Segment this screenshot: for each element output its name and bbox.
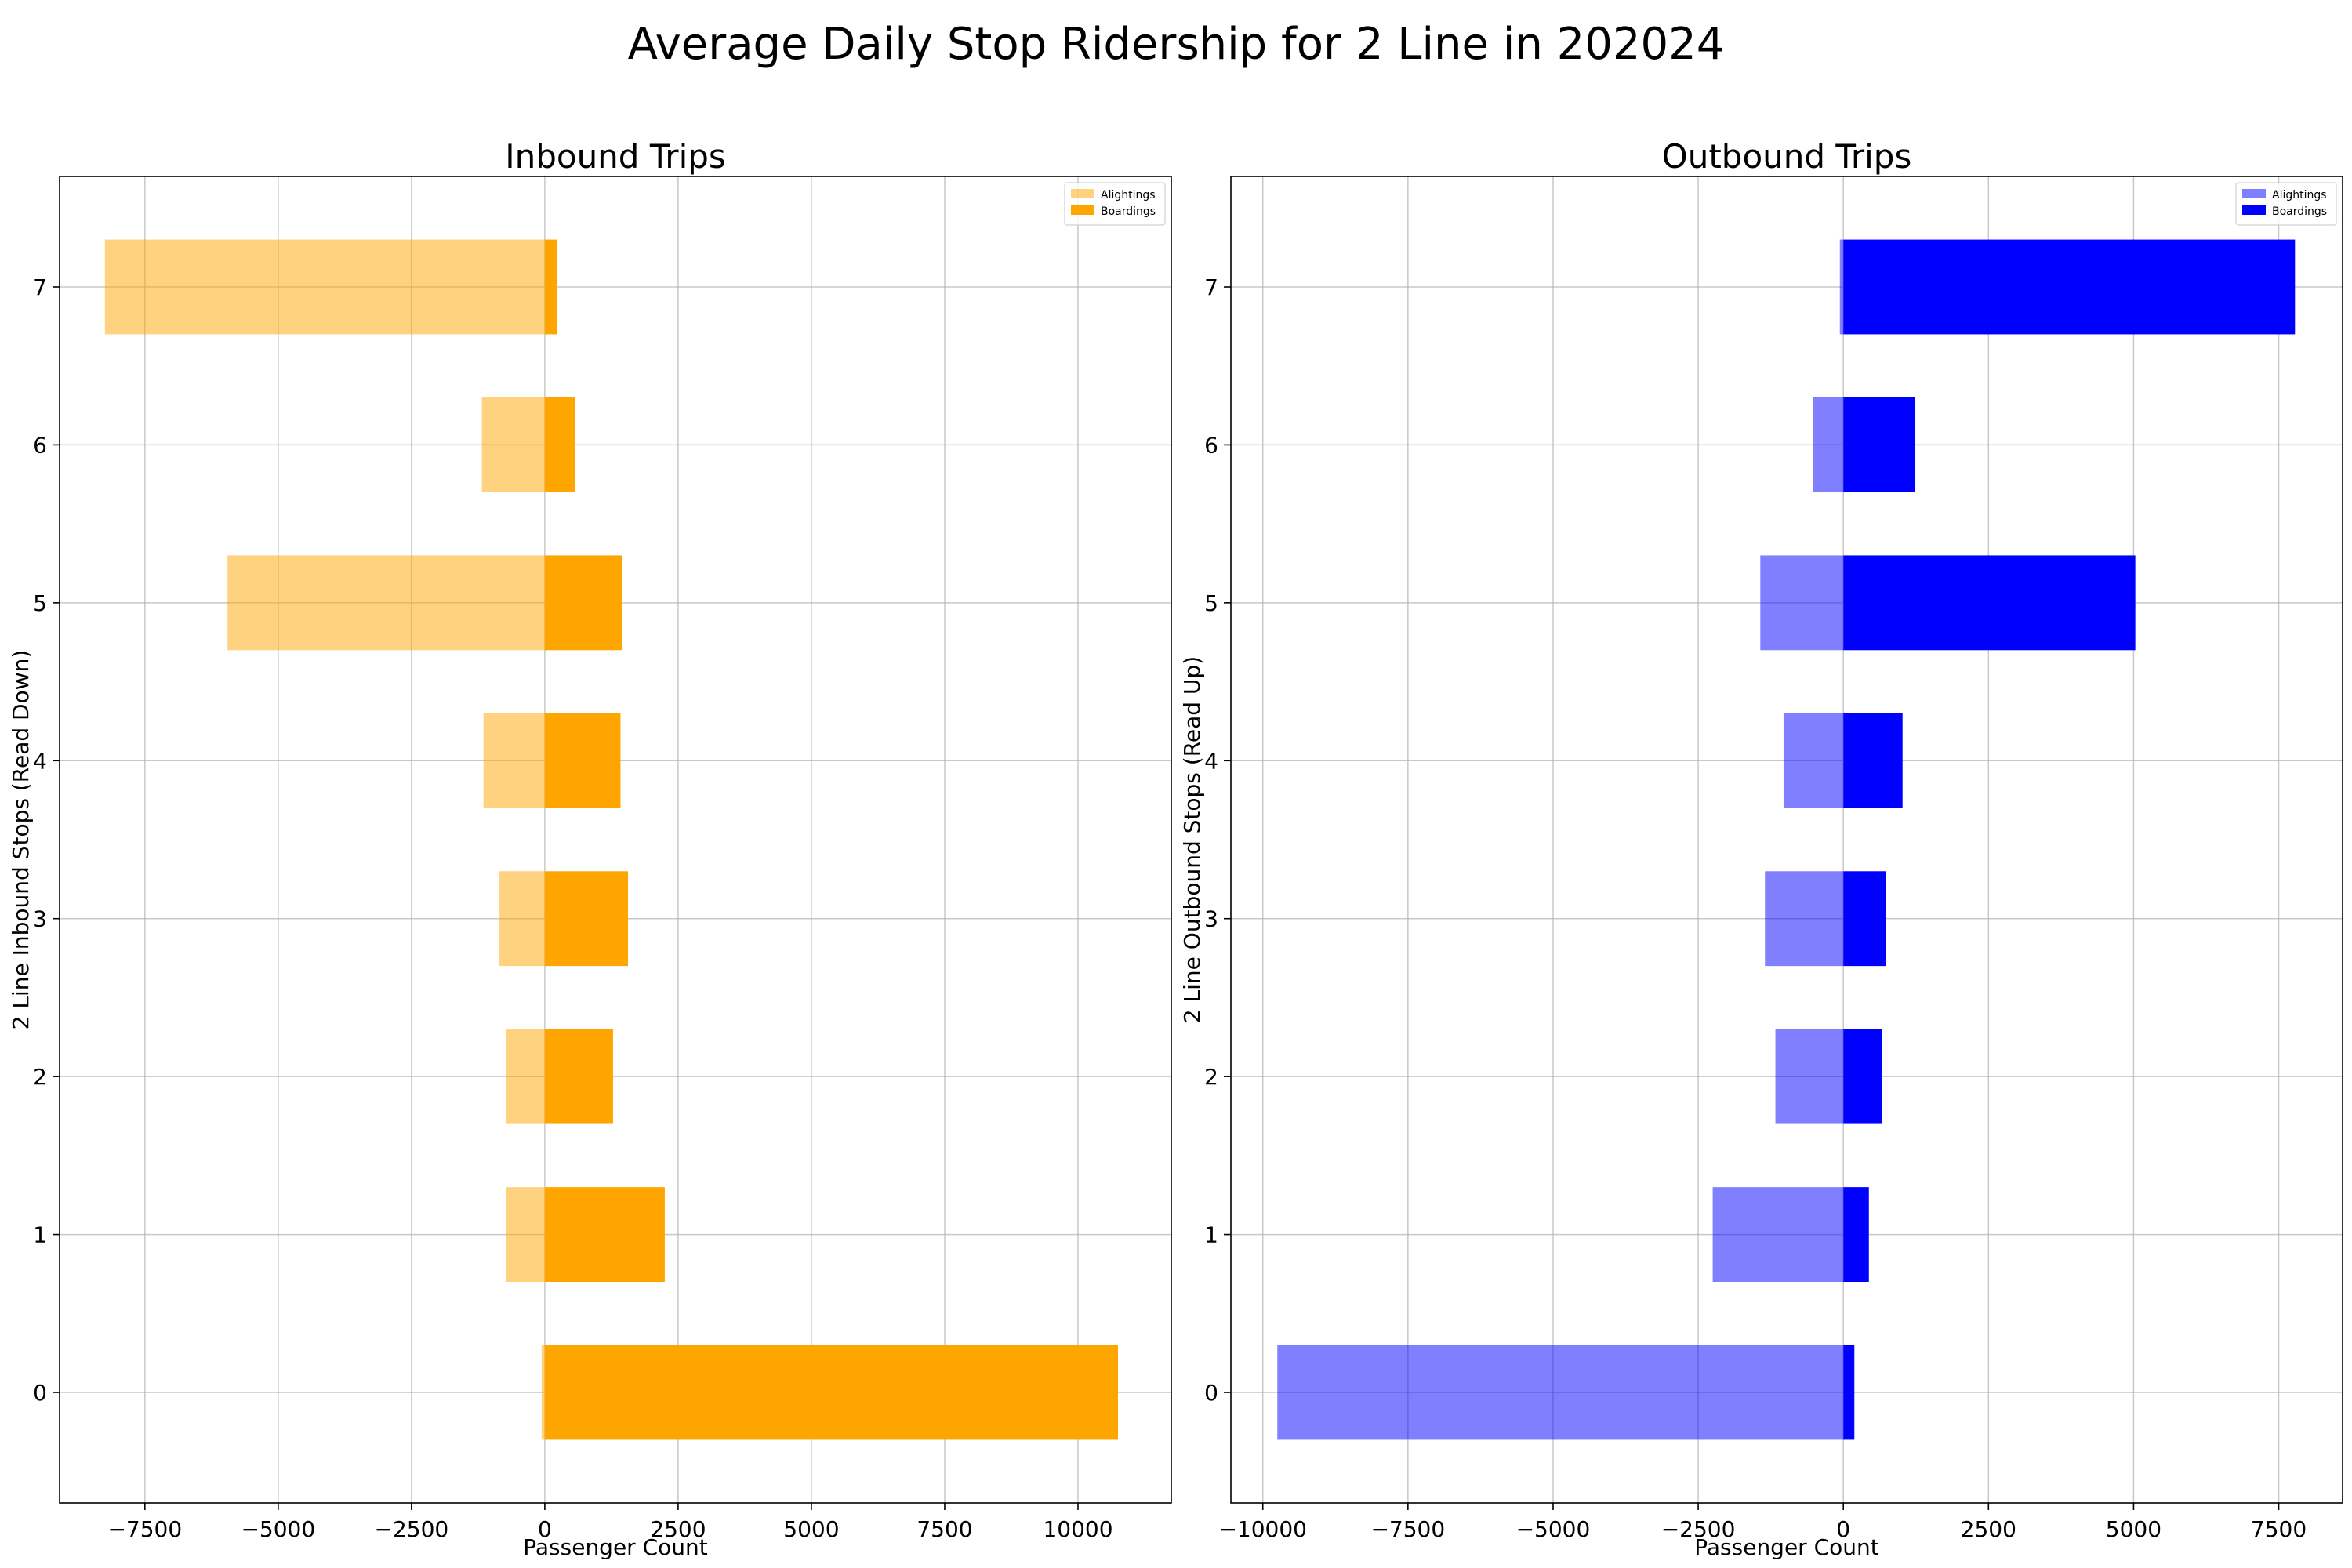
chart-1-xtick-label-2: −5000 xyxy=(1516,1516,1591,1542)
chart-0-ytick-label-1: 1 xyxy=(33,1222,47,1248)
chart-1-panel: −10000 −7500 −5000 −2500 0 2500 5000 7500 0 1 2 3 4 5… xyxy=(1179,137,2343,1560)
chart-1-xtick-label-1: −7500 xyxy=(1370,1516,1445,1542)
chart-0-legend-label-alightings: Alightings xyxy=(1101,189,1156,201)
chart-0-ytick-label-0: 0 xyxy=(33,1380,47,1406)
chart-0-xtick-label-3: 0 xyxy=(538,1516,552,1542)
chart-0-bar-alightings-6 xyxy=(481,397,545,492)
chart-0-ytick-label-5: 5 xyxy=(33,590,47,616)
chart-0-bar-boardings-7 xyxy=(544,239,557,335)
chart-1-ytick-label-5: 5 xyxy=(1204,590,1218,616)
chart-0-bar-alightings-7 xyxy=(104,239,545,335)
chart-1-title: Outbound Trips xyxy=(1662,137,1912,176)
chart-0-bar-boardings-4 xyxy=(544,713,621,808)
chart-1-xtick-label-4: 0 xyxy=(1836,1516,1850,1542)
chart-1-bar-boardings-5 xyxy=(1843,555,2136,651)
chart-1-bar-alightings-4 xyxy=(1783,713,1844,808)
chart-0-ytick-label-3: 3 xyxy=(33,906,47,932)
chart-0-xtick-label-5: 5000 xyxy=(783,1516,839,1542)
chart-0-xtick-label-1: −5000 xyxy=(241,1516,315,1542)
chart-0-legend-swatch-alightings xyxy=(1071,189,1094,198)
chart-1-xtick-label-3: −2500 xyxy=(1661,1516,1736,1542)
chart-0-title: Inbound Trips xyxy=(505,137,726,176)
chart-1-plot-frame xyxy=(1230,176,2343,1504)
chart-0-bar-alightings-2 xyxy=(506,1029,545,1124)
chart-1-ytick-label-0: 0 xyxy=(1204,1380,1218,1406)
chart-1-bar-alightings-5 xyxy=(1760,555,1844,651)
chart-0-xtick-label-2: −2500 xyxy=(375,1516,449,1542)
chart-0-xtick-label-0: −7500 xyxy=(107,1516,182,1542)
chart-0-panel: −7500 −5000 −2500 0 2500 5000 7500 10000 0 1 2 3 4 5 6… xyxy=(8,137,1172,1560)
chart-0-bar-alightings-0 xyxy=(541,1345,545,1440)
chart-0-ylabel: 2 Line Inbound Stops (Read Down) xyxy=(8,650,34,1030)
chart-0-ytick-label-7: 7 xyxy=(33,274,47,300)
chart-1-bar-alightings-2 xyxy=(1775,1029,1844,1124)
chart-1-ytick-label-7: 7 xyxy=(1204,274,1218,300)
chart-1-xtick-label-7: 7500 xyxy=(2251,1516,2307,1542)
chart-0-bar-alightings-3 xyxy=(499,871,545,967)
chart-1-bar-alightings-7 xyxy=(1839,239,1844,335)
chart-1-bar-boardings-0 xyxy=(1843,1345,1855,1440)
chart-0-bar-boardings-0 xyxy=(544,1345,1118,1440)
chart-1-bar-alightings-0 xyxy=(1277,1345,1844,1440)
chart-1-ytick-label-3: 3 xyxy=(1204,906,1218,932)
chart-0-bar-alightings-1 xyxy=(506,1187,545,1282)
chart-1-xtick-label-6: 5000 xyxy=(2106,1516,2161,1542)
chart-1-bar-boardings-7 xyxy=(1843,239,2296,335)
chart-0-bar-boardings-3 xyxy=(544,871,628,967)
chart-1-ytick-label-1: 1 xyxy=(1204,1222,1218,1248)
chart-1-bar-alightings-6 xyxy=(1813,397,1844,492)
chart-1-bar-alightings-3 xyxy=(1765,871,1844,967)
chart-0-bar-boardings-5 xyxy=(544,555,622,651)
chart-1-xtick-label-0: −10000 xyxy=(1218,1516,1307,1542)
chart-0-bar-alightings-4 xyxy=(483,713,545,808)
chart-1-bar-boardings-3 xyxy=(1843,871,1886,967)
chart-1-bar-boardings-1 xyxy=(1843,1187,1869,1282)
chart-0-ytick-label-4: 4 xyxy=(33,748,47,774)
chart-1-bar-alightings-1 xyxy=(1712,1187,1844,1282)
chart-0-legend: Alightings Boardings xyxy=(1064,182,1166,226)
chart-1-xtick-label-5: 2500 xyxy=(1961,1516,2016,1542)
chart-0-bar-alightings-5 xyxy=(227,555,545,651)
chart-0-xtick-label-6: 7500 xyxy=(916,1516,972,1542)
chart-0-bar-boardings-1 xyxy=(544,1187,665,1282)
chart-0-xtick-label-7: 10000 xyxy=(1043,1516,1112,1542)
chart-0-xtick-label-4: 2500 xyxy=(650,1516,706,1542)
chart-1-legend-label-alightings: Alightings xyxy=(2272,189,2327,201)
chart-1-ytick-label-4: 4 xyxy=(1204,748,1218,774)
chart-1-ylabel: 2 Line Outbound Stops (Read Up) xyxy=(1179,656,1205,1023)
chart-1-ytick-label-6: 6 xyxy=(1204,432,1218,458)
chart-0-legend-swatch-boardings xyxy=(1071,205,1094,215)
chart-1-bar-boardings-6 xyxy=(1843,397,1916,492)
chart-1-xlabel: Passenger Count xyxy=(1694,1534,1879,1560)
chart-1-legend-swatch-alightings xyxy=(2242,189,2266,198)
chart-0-xlabel: Passenger Count xyxy=(523,1534,708,1560)
chart-0-bar-boardings-6 xyxy=(544,397,575,492)
chart-1-ytick-label-2: 2 xyxy=(1204,1064,1218,1090)
chart-0-plot-frame xyxy=(59,176,1172,1504)
chart-0-legend-label-boardings: Boardings xyxy=(1101,205,1156,218)
chart-1-bar-boardings-4 xyxy=(1843,713,1903,808)
figure-title: Average Daily Stop Ridership for 2 Line … xyxy=(627,19,1725,70)
chart-1-legend: Alightings Boardings xyxy=(2235,182,2337,226)
chart-1-legend-label-boardings: Boardings xyxy=(2272,205,2327,218)
chart-0-ytick-label-6: 6 xyxy=(33,432,47,458)
chart-0-ytick-label-2: 2 xyxy=(33,1064,47,1090)
chart-1-legend-swatch-boardings xyxy=(2242,205,2266,215)
chart-1-bar-boardings-2 xyxy=(1843,1029,1882,1124)
chart-0-bar-boardings-2 xyxy=(544,1029,613,1124)
